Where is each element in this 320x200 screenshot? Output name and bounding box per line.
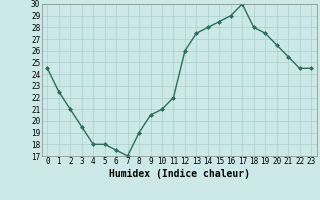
X-axis label: Humidex (Indice chaleur): Humidex (Indice chaleur) — [109, 169, 250, 179]
